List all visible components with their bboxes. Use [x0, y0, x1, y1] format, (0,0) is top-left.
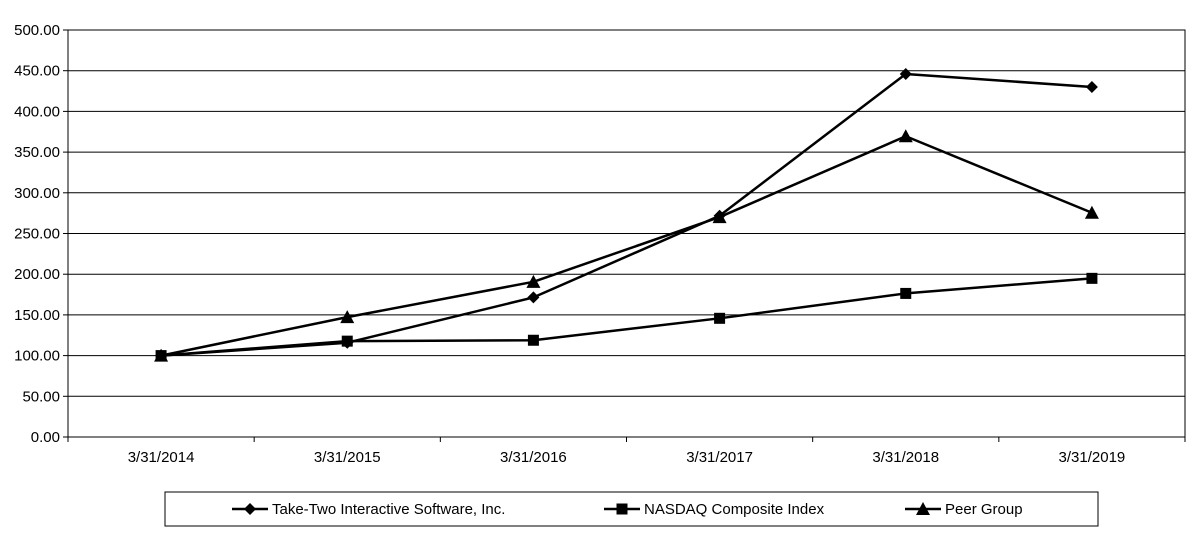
- x-tick-label: 3/31/2019: [1059, 449, 1126, 466]
- x-tick-label: 3/31/2015: [314, 449, 381, 466]
- y-tick-label: 300.00: [14, 185, 60, 202]
- y-tick-label: 400.00: [14, 103, 60, 120]
- data-point-take-two-interactive-software-inc: [527, 291, 540, 304]
- legend-marker-nasdaq-composite-index: [616, 503, 628, 515]
- legend-entry-take-two-interactive-software-inc: Take-Two Interactive Software, Inc.: [232, 501, 505, 518]
- y-tick-label: 500.00: [14, 22, 60, 39]
- data-point-take-two-interactive-software-inc: [1085, 81, 1098, 94]
- data-point-peer-group: [898, 129, 913, 143]
- y-tick-label: 250.00: [14, 226, 60, 243]
- x-tick-label: 3/31/2017: [686, 449, 753, 466]
- data-point-take-two-interactive-software-inc: [899, 67, 912, 80]
- x-tick-label: 3/31/2018: [872, 449, 939, 466]
- series-peer-group: [154, 129, 1099, 362]
- data-point-nasdaq-composite-index: [341, 335, 353, 347]
- data-point-peer-group: [340, 310, 355, 324]
- legend-label-peer-group: Peer Group: [945, 501, 1023, 518]
- data-point-peer-group: [526, 274, 541, 288]
- x-tick-label: 3/31/2016: [500, 449, 567, 466]
- y-tick-label: 0.00: [31, 429, 60, 446]
- y-tick-label: 50.00: [22, 388, 60, 405]
- axes: 0.00 50.00 100.00 150.00 200.00 250.00 300.00 3…: [14, 22, 1186, 466]
- series-line-nasdaq-composite-index: [160, 277, 1093, 357]
- series-lines: [154, 67, 1099, 362]
- y-tick-label: 100.00: [14, 348, 60, 365]
- series-line-take-two-interactive-software-inc: [160, 72, 1093, 357]
- series-nasdaq-composite-index: [155, 272, 1098, 362]
- y-tick-label: 450.00: [14, 63, 60, 80]
- y-tick-label: 350.00: [14, 144, 60, 161]
- legend: Take-Two Interactive Software, Inc. NASDA…: [164, 491, 1099, 527]
- y-tick-label: 150.00: [14, 307, 60, 324]
- legend-marker-peer-group: [916, 502, 930, 515]
- legend-label-nasdaq-composite-index: NASDAQ Composite Index: [644, 501, 825, 518]
- legend-marker-take-two-interactive-software-inc: [244, 503, 256, 515]
- y-tick-label: 200.00: [14, 266, 60, 283]
- data-point-nasdaq-composite-index: [527, 334, 539, 346]
- x-tick-label: 3/31/2014: [128, 449, 195, 466]
- data-point-peer-group: [154, 348, 169, 362]
- data-point-peer-group: [1084, 205, 1099, 219]
- data-point-nasdaq-composite-index: [1086, 272, 1098, 284]
- legend-entry-peer-group: Peer Group: [905, 501, 1023, 518]
- series-take-two-interactive-software-inc: [155, 67, 1098, 362]
- data-point-nasdaq-composite-index: [714, 312, 726, 324]
- data-point-peer-group: [712, 210, 727, 224]
- legend-label-take-two-interactive-software-inc: Take-Two Interactive Software, Inc.: [272, 501, 505, 518]
- data-point-nasdaq-composite-index: [900, 287, 912, 299]
- series-line-peer-group: [160, 135, 1093, 357]
- legend-entry-nasdaq-composite-index: NASDAQ Composite Index: [604, 501, 825, 518]
